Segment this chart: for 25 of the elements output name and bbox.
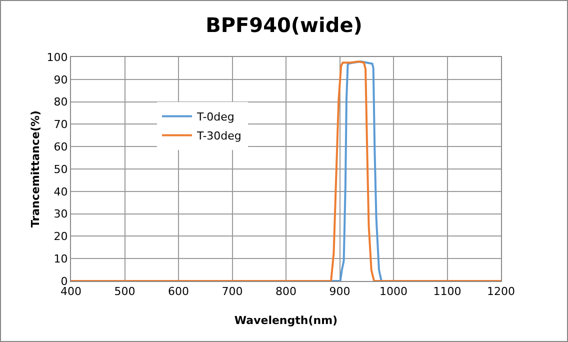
x-tick-label: 500 xyxy=(114,285,136,298)
y-tick-label: 20 xyxy=(54,230,68,244)
y-tick-label: 40 xyxy=(54,185,68,198)
y-tick-label: 10 xyxy=(54,252,68,266)
x-tick-label: 1100 xyxy=(433,285,462,298)
legend-label: T-30deg xyxy=(196,130,242,143)
x-tick-label: 600 xyxy=(168,285,189,298)
x-tick-label: 900 xyxy=(329,285,350,298)
y-tick-label: 70 xyxy=(54,118,68,132)
y-tick-label: 80 xyxy=(54,96,68,109)
y-tick-label: 60 xyxy=(54,140,68,154)
y-tick-label: 100 xyxy=(46,50,68,64)
x-tick-label: 700 xyxy=(222,285,243,298)
y-axis-title: Trancemittance(%) xyxy=(29,110,42,228)
y-tick-label: 50 xyxy=(54,162,68,176)
x-tick-label: 400 xyxy=(60,285,82,298)
x-tick-label: 1200 xyxy=(487,285,515,298)
x-tick-label: 800 xyxy=(276,285,296,298)
chart-title: BPF940(wide) xyxy=(206,13,362,37)
y-tick-label: 0 xyxy=(60,274,68,288)
legend-label: T-0deg xyxy=(196,110,234,124)
x-axis-title: Wavelength(nm) xyxy=(234,314,338,327)
y-tick-label: 90 xyxy=(54,73,68,86)
x-tick-label: 1000 xyxy=(380,285,408,298)
y-tick-label: 30 xyxy=(54,208,68,221)
